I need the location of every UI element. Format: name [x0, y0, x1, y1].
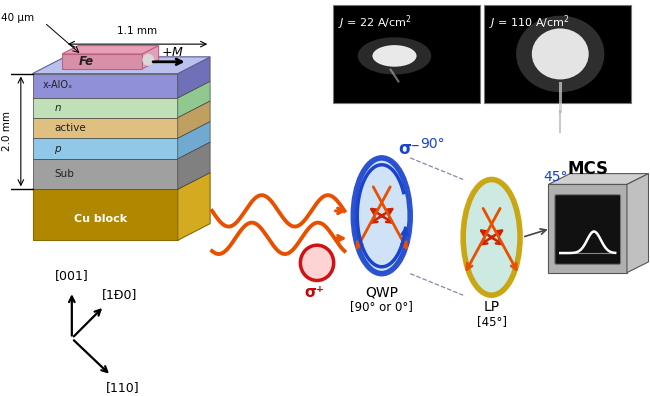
Text: 45°: 45°	[543, 169, 567, 183]
Text: [45°]: [45°]	[476, 315, 506, 328]
Polygon shape	[32, 57, 210, 74]
Text: [1Đ0]: [1Đ0]	[102, 288, 138, 301]
Text: 90°: 90°	[421, 137, 445, 151]
Polygon shape	[177, 101, 210, 138]
Polygon shape	[549, 173, 649, 185]
Text: active: active	[54, 123, 86, 133]
Text: σ⁺: σ⁺	[304, 285, 324, 300]
Text: n: n	[54, 103, 61, 113]
FancyBboxPatch shape	[555, 195, 621, 264]
Text: p: p	[54, 144, 61, 154]
Polygon shape	[177, 82, 210, 118]
Text: 1.1 mm: 1.1 mm	[118, 27, 157, 36]
Ellipse shape	[516, 16, 604, 92]
Polygon shape	[32, 189, 177, 240]
Polygon shape	[32, 159, 177, 189]
Text: MCS: MCS	[567, 160, 608, 178]
Polygon shape	[32, 74, 177, 98]
Polygon shape	[32, 57, 210, 74]
Circle shape	[143, 54, 153, 65]
Text: Fe: Fe	[79, 55, 94, 68]
Text: [001]: [001]	[55, 269, 88, 282]
Polygon shape	[177, 142, 210, 189]
Polygon shape	[32, 118, 177, 138]
Polygon shape	[177, 173, 210, 240]
Polygon shape	[142, 46, 159, 69]
Ellipse shape	[372, 45, 417, 67]
Polygon shape	[177, 122, 210, 159]
Text: $J$ = 22 A/cm$^2$: $J$ = 22 A/cm$^2$	[337, 14, 411, 32]
Polygon shape	[549, 185, 627, 273]
Ellipse shape	[354, 158, 410, 274]
Text: [90° or 0°]: [90° or 0°]	[350, 301, 413, 314]
Bar	[333, 5, 480, 103]
Bar	[484, 5, 631, 103]
Ellipse shape	[358, 37, 432, 74]
Text: 40 μm: 40 μm	[1, 13, 34, 23]
Text: $+M$: $+M$	[161, 46, 185, 59]
Polygon shape	[32, 173, 210, 189]
Ellipse shape	[532, 29, 589, 80]
Text: QWP: QWP	[365, 285, 398, 299]
Text: Cu block: Cu block	[73, 214, 127, 224]
Text: x-AlOₓ: x-AlOₓ	[42, 80, 73, 90]
Polygon shape	[32, 98, 177, 118]
Polygon shape	[627, 173, 649, 273]
Text: 2.0 mm: 2.0 mm	[2, 111, 12, 151]
Polygon shape	[32, 138, 177, 159]
Polygon shape	[177, 57, 210, 98]
Text: σ⁻: σ⁻	[398, 140, 420, 158]
Ellipse shape	[463, 179, 520, 295]
Text: LP: LP	[484, 300, 500, 314]
Polygon shape	[62, 46, 159, 54]
Text: $J$ = 110 A/cm$^2$: $J$ = 110 A/cm$^2$	[489, 14, 569, 32]
Ellipse shape	[300, 245, 333, 280]
Text: [110]: [110]	[106, 381, 140, 394]
Polygon shape	[62, 54, 142, 69]
Text: Sub: Sub	[54, 169, 74, 179]
